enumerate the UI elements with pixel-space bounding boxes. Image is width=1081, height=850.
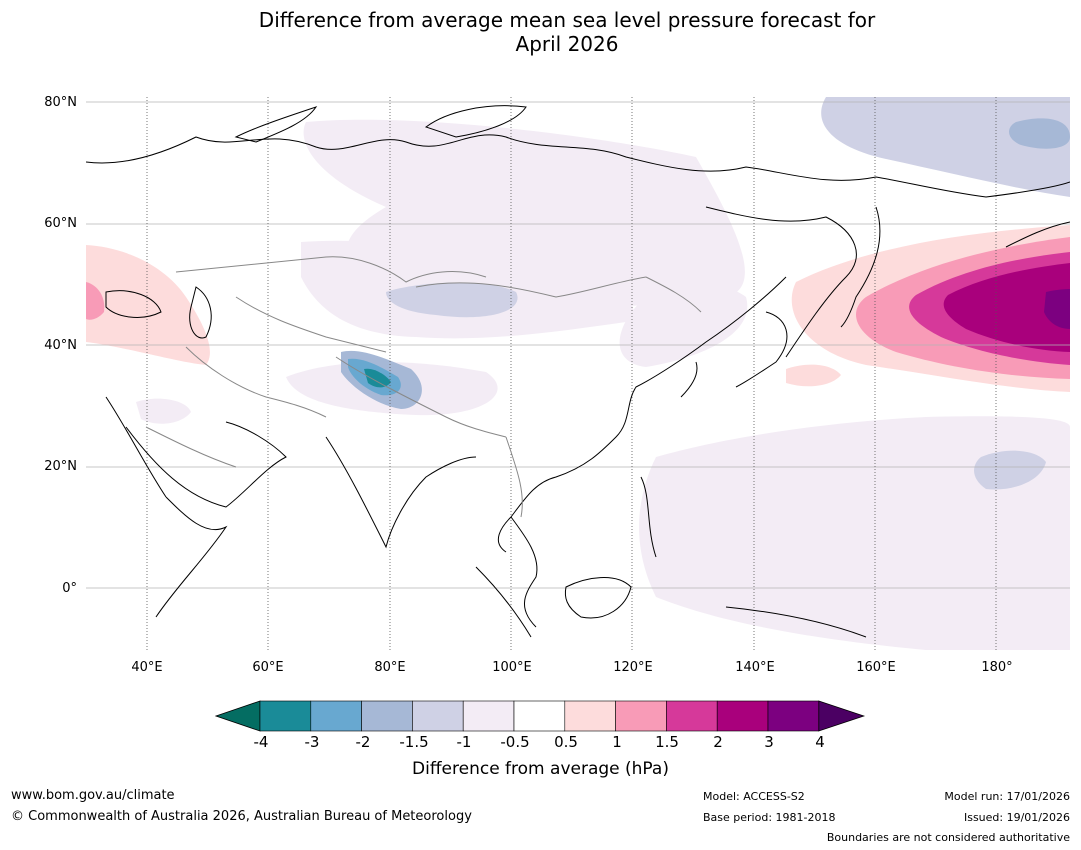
footer-issued: Issued: 19/01/2026 <box>963 811 1070 824</box>
coast-africa <box>155 496 228 618</box>
region-w-pacific-weak-low <box>639 416 1070 650</box>
border-himalaya <box>335 356 507 438</box>
border-russia-kazakhstan <box>175 256 487 283</box>
region-mongolia-low <box>386 282 518 318</box>
region-npac-high-3 <box>1044 289 1070 329</box>
coast-india <box>325 436 477 549</box>
colorbar-segment-3 <box>412 700 464 732</box>
coast-new-guinea <box>725 606 867 638</box>
boundaries <box>145 256 702 518</box>
colorbar-segment-10 <box>767 700 820 732</box>
coast-north-russia <box>86 134 1070 198</box>
colorbar-segment-8 <box>666 700 718 732</box>
footer-model: Model: ACCESS-S2 <box>703 790 805 803</box>
border-iran <box>185 346 327 418</box>
colorbar-under-triangle <box>215 700 261 732</box>
colorbar-label: Difference from average (hPa) <box>412 759 669 779</box>
coast-okhotsk <box>705 206 857 358</box>
footer-disclaimer: Boundaries are not considered authoritat… <box>826 831 1070 844</box>
title-line-1: Difference from average mean sea level p… <box>258 8 876 32</box>
footer-model-run: Model run: 17/01/2026 <box>944 790 1070 803</box>
colorbar-segment-0 <box>259 700 312 732</box>
coast-novaya-zemlya <box>234 106 318 143</box>
lon-label-80e: 80°E <box>374 660 406 675</box>
colorbar-segment-1 <box>310 700 362 732</box>
region-w-asia-weak-low <box>136 398 191 424</box>
coast-east-asia <box>497 276 787 553</box>
cbar-tick-3: -1.5 <box>399 733 429 751</box>
lon-label-120e: 120°E <box>613 660 653 675</box>
lat-label-0: 0° <box>62 581 77 596</box>
cbar-tick-2: -2 <box>355 733 371 751</box>
footer-copyright: © Commonwealth of Australia 2026, Austra… <box>11 809 472 824</box>
lat-label-40n: 40°N <box>44 338 77 353</box>
cbar-tick-7: 1 <box>612 733 622 751</box>
region-arctic-low <box>821 97 1070 197</box>
coast-black-sea <box>105 290 162 318</box>
coast-japan <box>735 311 788 388</box>
lon-label-40e: 40°E <box>131 660 163 675</box>
lon-label-140e: 140°E <box>735 660 775 675</box>
colorbar-segment-4 <box>462 700 515 732</box>
lon-label-100e: 100°E <box>492 660 532 675</box>
map-svg <box>86 97 1070 650</box>
region-black-sea-high <box>86 245 210 365</box>
footer-url[interactable]: www.bom.gov.au/climate <box>11 788 175 803</box>
coast-philippines <box>640 476 657 558</box>
region-npac-high-2 <box>943 263 1070 352</box>
cbar-tick-4: -1 <box>456 733 472 751</box>
cbar-tick-8: 1.5 <box>655 733 679 751</box>
cbar-tick-6: 0.5 <box>554 733 578 751</box>
border-china-mongolia <box>415 276 647 298</box>
border-arabia <box>145 426 237 468</box>
lon-label-160e: 160°E <box>856 660 896 675</box>
title-line-2: April 2026 <box>515 32 619 56</box>
footer-base-period: Base period: 1981-2018 <box>703 811 836 824</box>
colorbar-segment-9 <box>716 700 769 732</box>
region-w-pacific-low <box>974 450 1046 490</box>
coast-kamchatka <box>840 206 881 328</box>
colorbar-segment-5 <box>513 700 566 732</box>
border-central-asia <box>235 296 387 353</box>
pressure-anomaly-map <box>86 97 1070 650</box>
colorbar-over-triangle <box>818 700 866 732</box>
border-china-north <box>645 276 702 313</box>
region-arctic-low-core <box>1009 118 1070 149</box>
lat-label-20n: 20°N <box>44 459 77 474</box>
cbar-tick-5: -0.5 <box>500 733 530 751</box>
region-far-east-weak-low <box>619 283 748 367</box>
coast-borneo <box>564 577 632 619</box>
region-black-sea-high-core <box>86 282 105 320</box>
coast-sumatra <box>475 566 532 638</box>
lat-label-80n: 80°N <box>44 95 77 110</box>
anomaly-shading <box>86 97 1070 650</box>
coast-caspian <box>189 286 212 339</box>
coast-red-sea <box>105 396 167 498</box>
cbar-tick-0: -4 <box>253 733 269 751</box>
coast-alaska <box>1005 221 1070 248</box>
gridlines <box>86 101 1070 589</box>
lon-label-180: 180° <box>981 660 1013 675</box>
cbar-tick-1: -3 <box>304 733 320 751</box>
colorbar <box>215 700 866 732</box>
coast-taymyr <box>424 105 527 138</box>
region-w-pacific-high-small <box>786 364 841 387</box>
border-indochina <box>505 436 523 518</box>
chart-title: Difference from average mean sea level p… <box>0 8 1081 56</box>
cbar-tick-9: 2 <box>713 733 723 751</box>
coast-korea <box>680 361 698 398</box>
colorbar-segment-2 <box>361 700 413 732</box>
cbar-tick-10: 3 <box>764 733 774 751</box>
colorbar-segment-7 <box>615 700 667 732</box>
meridians <box>146 97 997 650</box>
coast-arabia <box>125 421 287 508</box>
colorbar-segment-6 <box>564 700 616 732</box>
coastlines <box>86 105 1070 638</box>
coast-indochina <box>510 516 538 628</box>
lon-label-60e: 60°E <box>252 660 284 675</box>
lat-label-60n: 60°N <box>44 216 77 231</box>
region-himalaya-low-core <box>364 368 391 388</box>
cbar-tick-11: 4 <box>815 733 825 751</box>
